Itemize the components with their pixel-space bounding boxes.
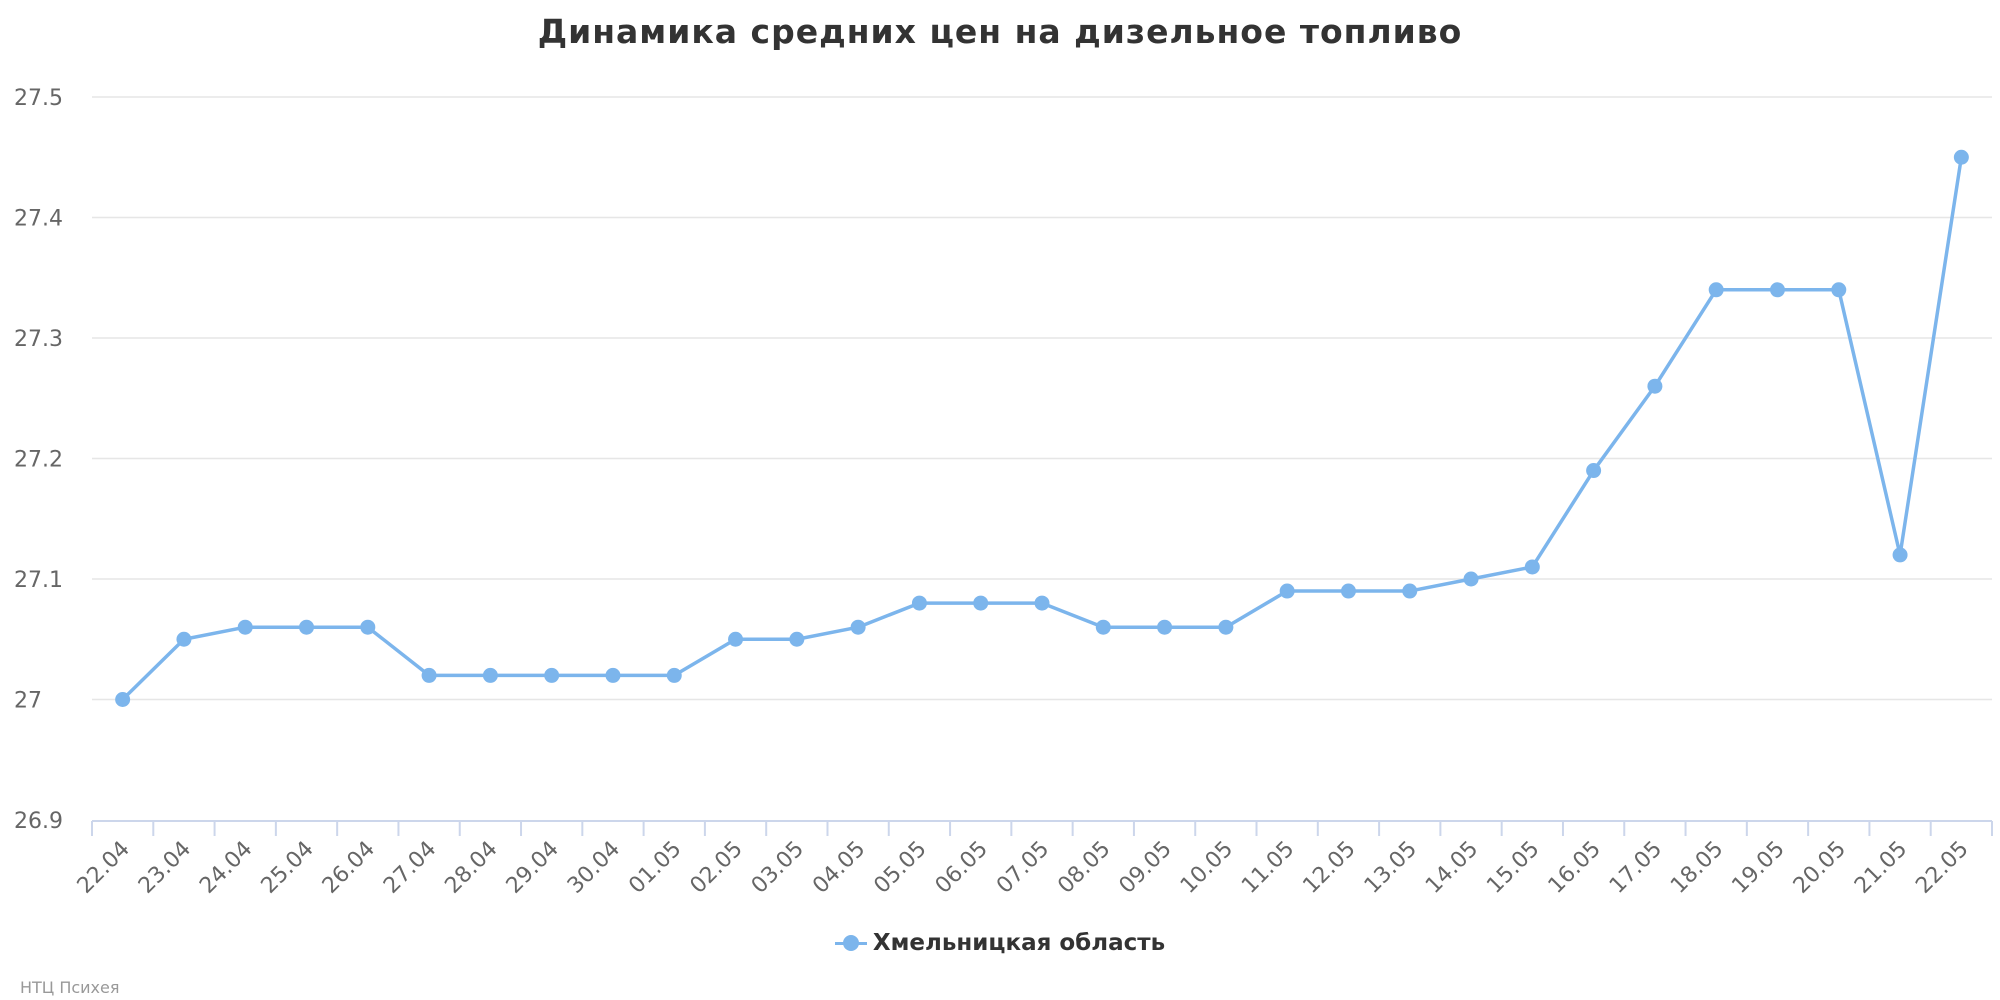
- x-tick-label: 09.05: [1115, 837, 1177, 899]
- y-tick-label: 27: [14, 689, 42, 714]
- y-axis-labels: 26.9 27 27.1 27.2 27.3 27.4 27.5: [14, 86, 63, 834]
- x-tick-label: 18.05: [1666, 837, 1728, 899]
- x-tick-label: 20.05: [1789, 837, 1851, 899]
- y-tick-label: 27.1: [14, 568, 63, 593]
- data-point[interactable]: [1463, 571, 1479, 587]
- x-tick-label: 30.04: [563, 837, 625, 899]
- y-tick-label: 27.5: [14, 86, 63, 111]
- data-point[interactable]: [237, 619, 253, 635]
- x-tick-label: 12.05: [1298, 837, 1360, 899]
- data-point[interactable]: [1524, 559, 1540, 575]
- data-point[interactable]: [1279, 583, 1295, 599]
- data-point[interactable]: [1831, 282, 1847, 298]
- credits-text: НТЦ Психея: [20, 978, 120, 997]
- x-tick-label: 16.05: [1544, 837, 1606, 899]
- data-point[interactable]: [1586, 463, 1602, 479]
- data-point[interactable]: [1769, 282, 1785, 298]
- series-points[interactable]: [115, 149, 1969, 707]
- x-tick-label: 17.05: [1605, 837, 1667, 899]
- data-point[interactable]: [1402, 583, 1418, 599]
- data-point[interactable]: [1647, 378, 1663, 394]
- x-tick-label: 24.04: [195, 837, 257, 899]
- data-point[interactable]: [728, 631, 744, 647]
- y-tick-label: 27.3: [14, 327, 63, 352]
- x-tick-label: 03.05: [747, 837, 809, 899]
- legend-item-series-1[interactable]: Хмельницкая область: [834, 930, 1166, 956]
- series-line-layer[interactable]: [120, 155, 1964, 702]
- x-tick-label: 27.04: [379, 837, 441, 899]
- x-tick-label: 11.05: [1237, 837, 1299, 899]
- x-tick-label: 14.05: [1421, 837, 1483, 899]
- chart-title: Динамика средних цен на дизельное топлив…: [537, 12, 1463, 51]
- x-tick-label: 29.04: [502, 837, 564, 899]
- x-tick-label: 02.05: [686, 837, 748, 899]
- data-point[interactable]: [1157, 619, 1173, 635]
- data-point[interactable]: [482, 667, 498, 683]
- x-tick-label: 23.04: [134, 837, 196, 899]
- data-point[interactable]: [605, 667, 621, 683]
- x-axis: [91, 820, 1993, 836]
- x-tick-label: 26.04: [318, 837, 380, 899]
- data-point[interactable]: [1034, 595, 1050, 611]
- data-point[interactable]: [176, 631, 192, 647]
- data-point[interactable]: [911, 595, 927, 611]
- x-tick-label: 06.05: [931, 837, 993, 899]
- x-tick-label: 21.05: [1850, 837, 1912, 899]
- data-point[interactable]: [544, 667, 560, 683]
- y-tick-label: 27.2: [14, 448, 63, 473]
- x-tick-label: 22.05: [1911, 837, 1973, 899]
- x-tick-label: 13.05: [1360, 837, 1422, 899]
- data-point[interactable]: [360, 619, 376, 635]
- data-point[interactable]: [1095, 619, 1111, 635]
- data-point[interactable]: [115, 692, 131, 707]
- legend-label: Хмельницкая область: [872, 930, 1166, 956]
- x-tick-label: 08.05: [1053, 837, 1115, 899]
- data-point[interactable]: [1340, 583, 1356, 599]
- x-tick-label: 04.05: [808, 837, 870, 899]
- x-tick-label: 01.05: [624, 837, 686, 899]
- data-point[interactable]: [973, 595, 989, 611]
- y-tick-label: 26.9: [14, 809, 63, 834]
- legend-marker-icon: [834, 932, 867, 954]
- y-tick-label: 27.4: [14, 207, 63, 232]
- data-point[interactable]: [1892, 547, 1908, 563]
- x-tick-label: 10.05: [1176, 837, 1238, 899]
- data-point[interactable]: [421, 667, 437, 683]
- x-tick-label: 07.05: [992, 837, 1054, 899]
- data-point[interactable]: [850, 619, 866, 635]
- x-tick-label: 05.05: [869, 837, 931, 899]
- data-point[interactable]: [1218, 619, 1234, 635]
- data-point[interactable]: [666, 667, 682, 683]
- x-tick-label: 22.04: [73, 837, 135, 899]
- x-tick-label: 15.05: [1482, 837, 1544, 899]
- data-point[interactable]: [1953, 149, 1969, 165]
- data-point[interactable]: [789, 631, 805, 647]
- x-tick-label: 28.04: [440, 837, 502, 899]
- data-point[interactable]: [299, 619, 315, 635]
- legend: Хмельницкая область: [0, 930, 2000, 956]
- grid-lines: [92, 96, 1992, 701]
- data-point[interactable]: [1708, 282, 1724, 298]
- x-axis-labels: 22.04 23.04 24.04 25.04 26.04 27.04 28.04 29.04…: [73, 837, 1974, 899]
- series-line[interactable]: [120, 155, 1964, 702]
- x-tick-label: 25.04: [257, 837, 319, 899]
- x-tick-label: 19.05: [1728, 837, 1790, 899]
